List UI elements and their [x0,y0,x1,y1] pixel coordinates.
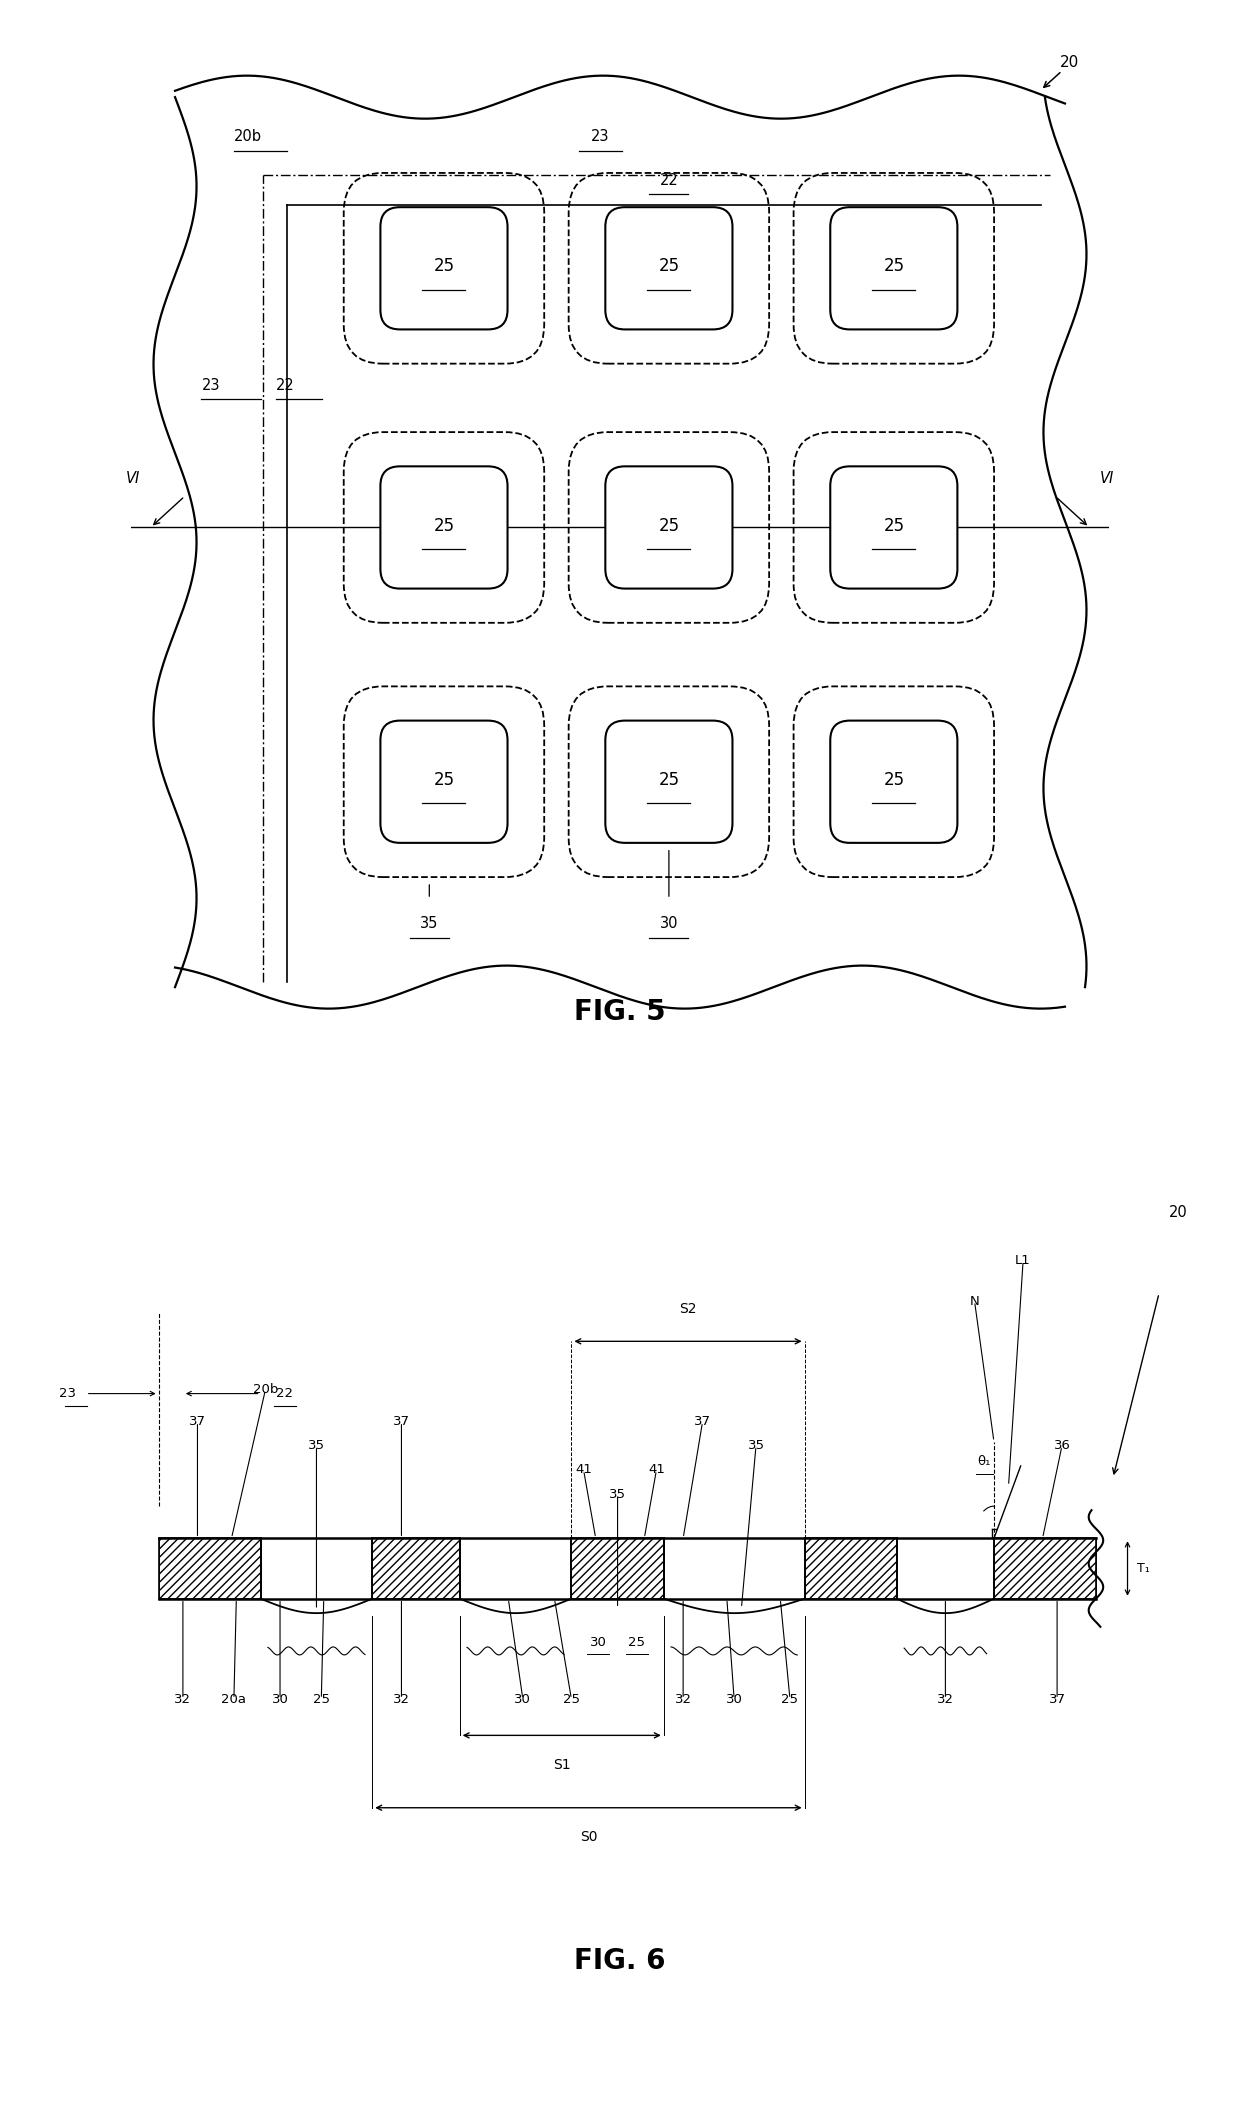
Text: 35: 35 [420,916,439,931]
Text: 22: 22 [277,1386,294,1401]
Bar [994,1539,1096,1599]
Text: 25: 25 [781,1692,799,1705]
FancyBboxPatch shape [605,206,733,330]
Bar [994,1539,1096,1599]
Text: 25: 25 [312,1692,330,1705]
Text: 23: 23 [201,378,219,393]
FancyBboxPatch shape [381,206,507,330]
Text: 36: 36 [1054,1439,1070,1452]
Text: 37: 37 [1049,1692,1065,1705]
Text: 25: 25 [434,257,455,276]
Text: 20b: 20b [233,130,262,145]
FancyBboxPatch shape [381,721,507,842]
Text: 25: 25 [434,517,455,534]
Text: 37: 37 [393,1416,410,1429]
Text: 25: 25 [563,1692,580,1705]
Text: 32: 32 [937,1692,954,1705]
Text: 25: 25 [434,772,455,789]
Text: 25: 25 [883,772,904,789]
Text: 22: 22 [275,378,295,393]
Text: θ₁: θ₁ [977,1456,991,1469]
Text: N: N [970,1295,980,1307]
Text: 23: 23 [591,130,610,145]
Bar [572,1539,663,1599]
Text: 20: 20 [1169,1205,1188,1220]
Text: FIG. 6: FIG. 6 [574,1947,666,1975]
Bar [572,1539,663,1599]
FancyBboxPatch shape [605,466,733,589]
Text: 23: 23 [60,1386,76,1401]
Bar [805,1539,897,1599]
Text: 25: 25 [658,257,680,276]
FancyBboxPatch shape [605,721,733,842]
Text: S0: S0 [579,1830,598,1843]
Text: 30: 30 [590,1637,606,1650]
Text: 32: 32 [393,1692,410,1705]
Text: L1: L1 [1016,1254,1030,1267]
FancyBboxPatch shape [831,721,957,842]
Text: 30: 30 [272,1692,289,1705]
Bar [372,1539,460,1599]
Text: 37: 37 [694,1416,711,1429]
Text: 41: 41 [649,1463,665,1475]
Text: 32: 32 [675,1692,692,1705]
Text: 32: 32 [175,1692,191,1705]
Text: 35: 35 [609,1488,626,1501]
Bar [663,1539,805,1599]
Text: 37: 37 [188,1416,206,1429]
Bar [159,1539,260,1599]
Text: S1: S1 [553,1758,570,1771]
Text: 25: 25 [883,517,904,534]
Text: 25: 25 [658,517,680,534]
Bar [805,1539,897,1599]
Bar [897,1539,994,1599]
Text: S2: S2 [680,1301,697,1316]
Text: 35: 35 [748,1439,765,1452]
FancyBboxPatch shape [831,206,957,330]
Bar [460,1539,572,1599]
Text: T₁: T₁ [1137,1563,1149,1575]
FancyBboxPatch shape [831,466,957,589]
Text: 30: 30 [660,916,678,931]
Text: 20b: 20b [253,1384,278,1397]
Text: 41: 41 [575,1463,591,1475]
Text: 25: 25 [658,772,680,789]
Text: 20a: 20a [222,1692,247,1705]
Text: 22: 22 [660,172,678,187]
Text: 20: 20 [1060,55,1080,70]
Text: 35: 35 [308,1439,325,1452]
Text: 25: 25 [883,257,904,276]
Text: FIG. 5: FIG. 5 [574,999,666,1027]
Text: VI: VI [126,472,140,487]
Bar [260,1539,372,1599]
Text: 25: 25 [629,1637,646,1650]
FancyBboxPatch shape [381,466,507,589]
Text: 30: 30 [725,1692,743,1705]
Text: 30: 30 [515,1692,531,1705]
Text: VI: VI [1100,472,1114,487]
Bar [159,1539,260,1599]
Bar [372,1539,460,1599]
